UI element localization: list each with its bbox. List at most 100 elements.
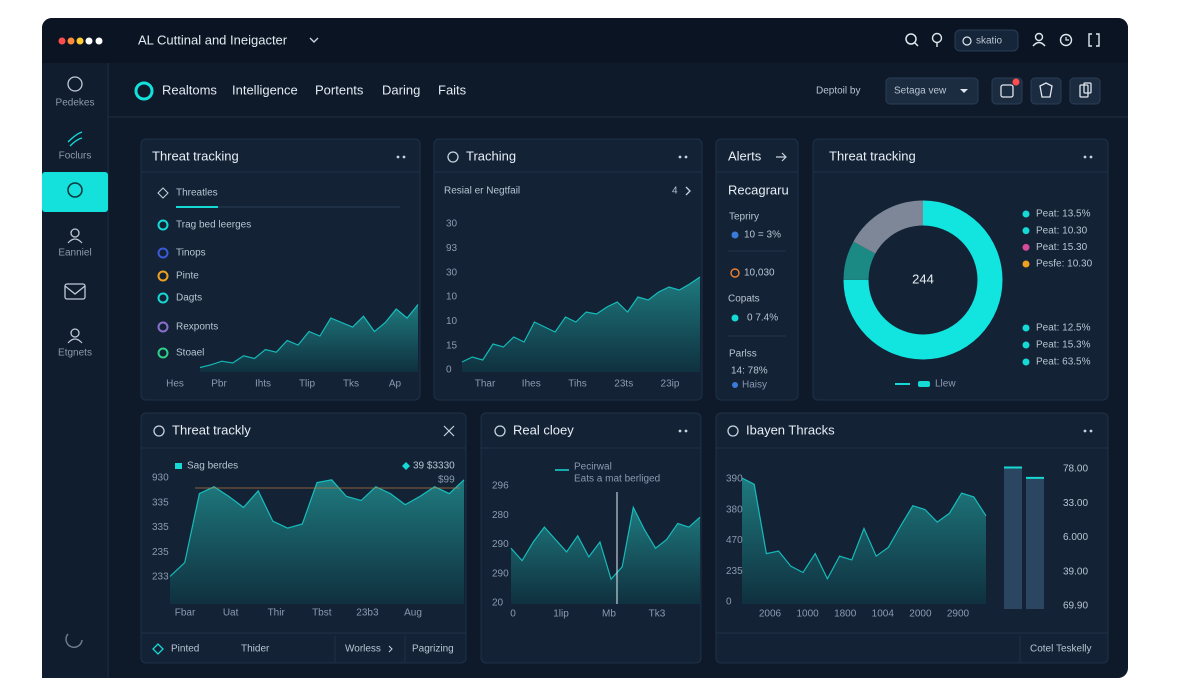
mail-icon[interactable] <box>64 283 86 300</box>
label: 235 <box>726 566 743 577</box>
nav-logo <box>134 81 154 101</box>
label: Tihs <box>568 379 587 390</box>
label: Ihts <box>255 379 271 390</box>
label: Tks <box>343 379 359 390</box>
sidebar-icon[interactable] <box>67 76 83 92</box>
label: 290 <box>492 568 509 579</box>
sidebar-icon <box>67 338 83 344</box>
status-dot <box>731 314 739 322</box>
menu-dot[interactable] <box>1089 429 1093 433</box>
label: Setaga vew <box>894 86 947 97</box>
label: 930 <box>152 473 169 484</box>
nav-tab[interactable]: Faits <box>438 82 467 97</box>
label: 233 <box>152 572 169 583</box>
label: Copats <box>728 294 760 305</box>
menu-dot[interactable] <box>1083 429 1087 433</box>
icon-button[interactable] <box>1030 77 1062 105</box>
footer-link[interactable]: Pagrizing <box>412 644 454 655</box>
label: Thar <box>475 379 496 390</box>
icon-button[interactable] <box>1069 77 1101 105</box>
label: 93 <box>446 243 458 254</box>
label: Pesfe: 10.30 <box>1036 259 1093 270</box>
area-line <box>461 276 701 363</box>
menu-dot[interactable] <box>1089 155 1093 159</box>
label: 39.00 <box>1063 566 1088 577</box>
select-caret <box>960 89 968 93</box>
icon <box>1083 82 1092 94</box>
menu-dot[interactable] <box>684 429 688 433</box>
menu-dot[interactable] <box>402 155 406 159</box>
bulb-icon[interactable] <box>931 32 943 44</box>
legend-dot <box>1022 324 1030 332</box>
area-line <box>199 304 419 369</box>
menu-dot[interactable] <box>1083 155 1087 159</box>
menu-dot[interactable] <box>396 155 400 159</box>
sidebar-bottom-icon[interactable] <box>65 633 83 648</box>
pager-next[interactable] <box>685 186 691 196</box>
label: Tbst <box>312 608 332 619</box>
label: Tinops <box>176 248 206 259</box>
label: Threatles <box>176 188 218 199</box>
label: 280 <box>492 510 509 521</box>
sidebar-icon[interactable] <box>70 228 80 238</box>
label: Threat trackly <box>172 422 251 437</box>
label: Ap <box>389 379 402 390</box>
label: Thir <box>268 608 286 619</box>
chevron[interactable] <box>309 37 319 43</box>
label: Tlip <box>299 379 316 390</box>
footer-link[interactable]: Pinted <box>171 644 199 655</box>
item-icon <box>157 270 169 282</box>
menu-dot[interactable] <box>678 429 682 433</box>
label: 0 <box>446 365 452 376</box>
footer-link[interactable]: Thider <box>241 644 270 655</box>
label: Haisy <box>742 380 767 391</box>
label: Ibayen Thracks <box>746 422 835 437</box>
label: 10 = 3% <box>744 230 781 241</box>
notification-badge <box>1012 78 1020 86</box>
user-button[interactable] <box>954 29 1019 52</box>
area <box>200 304 418 372</box>
bar <box>1026 477 1044 609</box>
button-icon <box>962 36 972 46</box>
footer-link[interactable]: Worless <box>345 644 381 655</box>
label: Tk3 <box>649 609 666 620</box>
arrow-icon[interactable] <box>776 152 787 162</box>
nav-tab[interactable]: Intelligence <box>232 82 298 97</box>
label: Parlss <box>729 349 757 360</box>
clock-icon[interactable] <box>1059 33 1073 47</box>
search-icon[interactable] <box>905 33 917 45</box>
legend-marker <box>402 462 410 470</box>
label: 15 <box>446 340 458 351</box>
nav-tab[interactable]: Portents <box>315 82 364 97</box>
area <box>462 277 700 372</box>
label: 78.00 <box>1063 464 1088 475</box>
user-icon <box>1032 41 1046 47</box>
sidebar-icon[interactable] <box>67 131 83 147</box>
label: Mb <box>602 609 616 620</box>
sidebar-active[interactable] <box>42 172 108 212</box>
label: Eats a mat berliged <box>574 474 660 485</box>
close-icon[interactable] <box>443 425 455 437</box>
status-dot <box>731 231 739 239</box>
label: 33.00 <box>1063 498 1088 509</box>
user-icon[interactable] <box>1034 32 1044 42</box>
panel-icon <box>494 425 506 437</box>
expand-icon[interactable] <box>1088 33 1100 47</box>
label: Peat: 13.5% <box>1036 209 1091 220</box>
label: 23ip <box>661 379 680 390</box>
area-line <box>169 479 465 577</box>
nav-tab[interactable]: Realtoms <box>162 82 217 97</box>
label: Fbar <box>175 608 196 619</box>
item-icon <box>157 219 169 231</box>
label: 0 <box>510 609 516 620</box>
menu-dot[interactable] <box>678 155 682 159</box>
label: Peat: 15.3% <box>1036 340 1091 351</box>
item-icon <box>157 347 169 359</box>
panels: Pedekes Foclurs Eanniel Etgnets Realtoms Inte… <box>56 82 1109 664</box>
dot <box>67 37 75 45</box>
select[interactable] <box>885 77 979 105</box>
legend-dot <box>1022 341 1030 349</box>
sidebar-icon[interactable] <box>70 328 80 338</box>
nav-tab[interactable]: Daring <box>382 82 420 97</box>
menu-dot[interactable] <box>684 155 688 159</box>
